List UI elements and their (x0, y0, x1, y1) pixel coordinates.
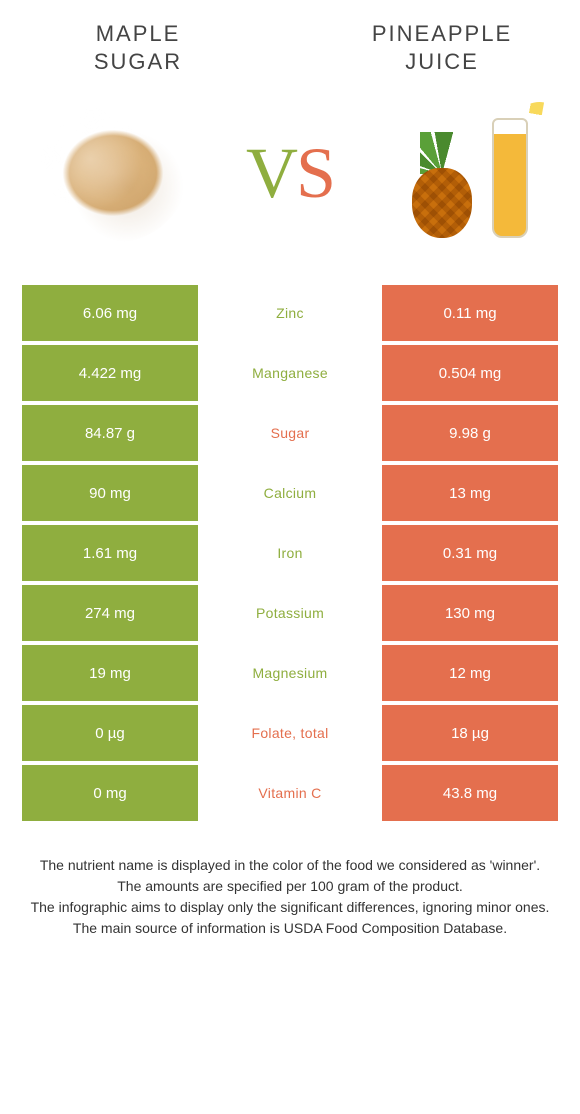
infographic-container: MAPLE SUGAR PINEAPPLE JUICE VS 6.0 (0, 0, 580, 959)
left-food-title: MAPLE SUGAR (48, 20, 228, 75)
table-row: 4.422 mgManganese0.504 mg (22, 345, 558, 401)
right-food-name-line2: JUICE (405, 49, 479, 74)
left-value-cell: 90 mg (22, 465, 198, 521)
nutrient-name-cell: Potassium (202, 585, 378, 641)
pineapple-icon (402, 138, 482, 238)
right-food-title: PINEAPPLE JUICE (352, 20, 532, 75)
nutrient-name-cell: Folate, total (202, 705, 378, 761)
left-food-name-line2: SUGAR (94, 49, 182, 74)
footer-line-2: The amounts are specified per 100 gram o… (24, 876, 556, 897)
right-value-cell: 18 µg (382, 705, 558, 761)
table-row: 0 µgFolate, total18 µg (22, 705, 558, 761)
left-value-cell: 1.61 mg (22, 525, 198, 581)
table-row: 274 mgPotassium130 mg (22, 585, 558, 641)
left-food-name-line1: MAPLE (96, 21, 181, 46)
nutrient-name-cell: Manganese (202, 345, 378, 401)
nutrient-name-cell: Vitamin C (202, 765, 378, 821)
left-value-cell: 0 µg (22, 705, 198, 761)
nutrient-name-cell: Calcium (202, 465, 378, 521)
right-value-cell: 43.8 mg (382, 765, 558, 821)
table-row: 84.87 gSugar9.98 g (22, 405, 558, 461)
left-value-cell: 4.422 mg (22, 345, 198, 401)
maple-sugar-illustration (38, 103, 188, 243)
nutrient-name-cell: Zinc (202, 285, 378, 341)
right-value-cell: 0.31 mg (382, 525, 558, 581)
right-value-cell: 13 mg (382, 465, 558, 521)
vs-row: VS (18, 93, 562, 253)
right-food-name-line1: PINEAPPLE (372, 21, 512, 46)
vs-label: VS (246, 137, 334, 209)
right-value-cell: 0.11 mg (382, 285, 558, 341)
footer-line-1: The nutrient name is displayed in the co… (24, 855, 556, 876)
vs-letter-s: S (296, 137, 334, 209)
left-value-cell: 84.87 g (22, 405, 198, 461)
left-value-cell: 274 mg (22, 585, 198, 641)
table-row: 90 mgCalcium13 mg (22, 465, 558, 521)
table-row: 6.06 mgZinc0.11 mg (22, 285, 558, 341)
nutrient-name-cell: Iron (202, 525, 378, 581)
juice-glass-icon (488, 108, 532, 238)
table-row: 19 mgMagnesium12 mg (22, 645, 558, 701)
nutrient-name-cell: Sugar (202, 405, 378, 461)
right-value-cell: 0.504 mg (382, 345, 558, 401)
left-value-cell: 6.06 mg (22, 285, 198, 341)
footer-line-4: The main source of information is USDA F… (24, 918, 556, 939)
right-value-cell: 130 mg (382, 585, 558, 641)
right-value-cell: 9.98 g (382, 405, 558, 461)
right-food-image (382, 93, 552, 253)
left-food-image (28, 93, 198, 253)
table-row: 1.61 mgIron0.31 mg (22, 525, 558, 581)
left-value-cell: 19 mg (22, 645, 198, 701)
vs-letter-v: V (246, 137, 296, 209)
right-value-cell: 12 mg (382, 645, 558, 701)
nutrient-name-cell: Magnesium (202, 645, 378, 701)
pineapple-juice-illustration (402, 108, 532, 238)
footer-line-3: The infographic aims to display only the… (24, 897, 556, 918)
table-row: 0 mgVitamin C43.8 mg (22, 765, 558, 821)
header-row: MAPLE SUGAR PINEAPPLE JUICE (18, 20, 562, 75)
footer-notes: The nutrient name is displayed in the co… (18, 855, 562, 939)
left-value-cell: 0 mg (22, 765, 198, 821)
comparison-table: 6.06 mgZinc0.11 mg4.422 mgManganese0.504… (18, 281, 562, 825)
